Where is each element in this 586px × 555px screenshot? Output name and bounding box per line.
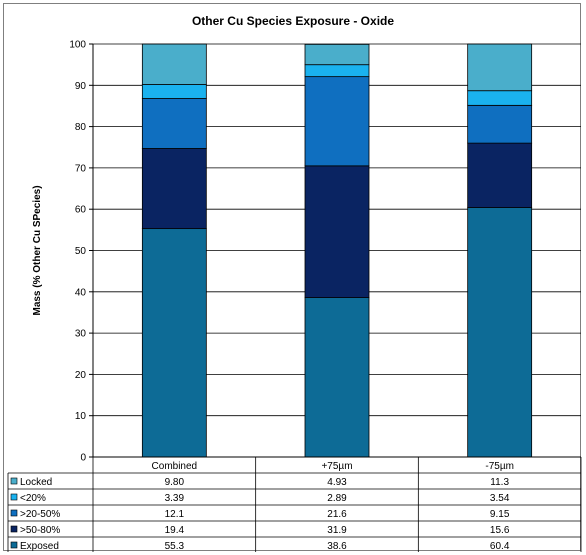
bar-segment-1-4 [304, 43, 370, 66]
bar-segment-1-0 [304, 297, 370, 458]
table-value-0-0: 9.80 [165, 477, 185, 488]
y-tick-label-80: 80 [75, 122, 87, 133]
table-value-4-0: 55.3 [165, 541, 185, 552]
stacked-bar-chart: Other Cu Species Exposure - Oxide Mass (… [7, 14, 582, 552]
y-tick-label-70: 70 [75, 163, 87, 174]
chart-title: Other Cu Species Exposure - Oxide [192, 14, 394, 28]
plot-area [141, 43, 533, 458]
y-tick-label-40: 40 [75, 287, 87, 298]
bar-segment-2-4 [467, 43, 533, 92]
table-value-2-1: 21.6 [327, 509, 347, 520]
table-value-3-2: 15.6 [490, 525, 510, 536]
legend-key-4 [10, 541, 18, 549]
legend-key-3 [10, 525, 18, 533]
bar-segment-1-2 [304, 76, 370, 167]
data-table: Combined +75µm -75µm Locked 9.80 4.93 11.3 <20%… [7, 456, 582, 552]
y-tick-label-60: 60 [75, 205, 87, 216]
legend-label-4: Exposed [20, 541, 59, 552]
bar-segment-2-3 [467, 90, 533, 106]
table-value-2-0: 12.1 [165, 509, 185, 520]
table-value-4-1: 38.6 [327, 541, 347, 552]
y-tick-label-30: 30 [75, 329, 87, 340]
legend-label-0: Locked [20, 477, 52, 488]
x-category-label-1: +75µm [321, 461, 352, 472]
legend-label-2: >20-50% [20, 509, 60, 520]
bar-segment-0-4 [141, 43, 207, 85]
bar-segment-2-1 [467, 142, 533, 208]
legend-key-2 [10, 509, 18, 517]
table-value-3-1: 31.9 [327, 525, 347, 536]
table-value-0-1: 4.93 [327, 477, 347, 488]
table-value-1-1: 2.89 [327, 493, 347, 504]
legend-key-0 [10, 477, 18, 485]
legend-label-3: >50-80% [20, 525, 60, 536]
bar-segment-2-0 [467, 207, 533, 458]
y-tick-label-0: 0 [80, 453, 86, 464]
table-value-4-2: 60.4 [490, 541, 510, 552]
x-category-label-2: -75µm [485, 461, 514, 472]
bar-segment-0-0 [141, 228, 207, 458]
bar-segment-2-2 [467, 104, 533, 144]
y-tick-label-10: 10 [75, 411, 87, 422]
bar-segment-0-2 [141, 98, 207, 149]
table-value-0-2: 11.3 [490, 477, 509, 488]
bar-segment-0-1 [141, 148, 207, 230]
y-axis-label: Mass (% Other Cu SPecies) [32, 185, 43, 315]
legend-label-1: <20% [20, 493, 46, 504]
bar-segment-1-1 [304, 165, 370, 298]
chart-frame: Other Cu Species Exposure - Oxide Mass (… [3, 3, 582, 552]
y-tick-label-50: 50 [75, 246, 87, 257]
table-value-2-2: 9.15 [490, 509, 510, 520]
y-tick-label-20: 20 [75, 370, 87, 381]
table-value-3-0: 19.4 [165, 525, 185, 536]
bar-segment-1-3 [304, 64, 370, 78]
y-tick-label-90: 90 [75, 81, 87, 92]
x-category-label-0: Combined [152, 461, 198, 472]
bar-segment-0-3 [141, 84, 207, 99]
table-value-1-0: 3.39 [165, 493, 185, 504]
y-tick-label-100: 100 [69, 40, 86, 51]
legend-key-1 [10, 493, 18, 501]
table-value-1-2: 3.54 [490, 493, 510, 504]
